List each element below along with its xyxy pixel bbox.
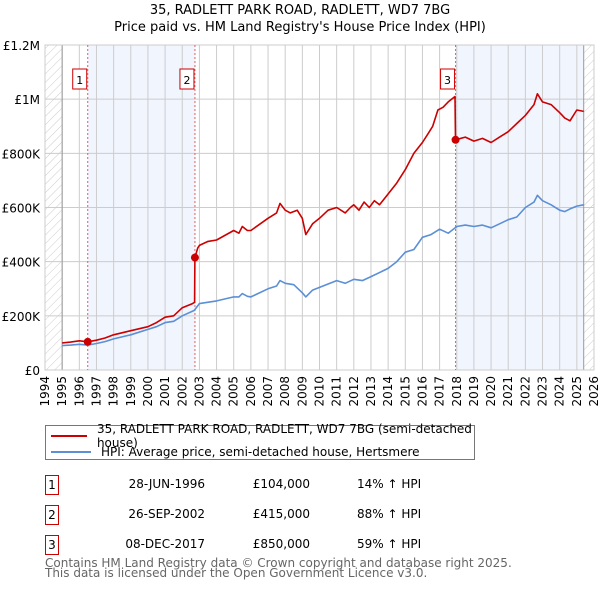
transaction-row: 3 08-DEC-2017 £850,000 59% ↑ HPI bbox=[45, 535, 465, 555]
x-tick-label: 2018 bbox=[450, 376, 464, 407]
transaction-price: £415,000 bbox=[252, 507, 310, 521]
transaction-number: 2 bbox=[45, 505, 59, 525]
x-tick-label: 2002 bbox=[175, 376, 189, 407]
x-tick-label: 2009 bbox=[295, 376, 309, 407]
transaction-row: 2 26-SEP-2002 £415,000 88% ↑ HPI bbox=[45, 505, 465, 525]
transaction-date: 26-SEP-2002 bbox=[128, 507, 205, 521]
x-tick-label: 2004 bbox=[210, 376, 224, 407]
transaction-hpi: 14% ↑ HPI bbox=[357, 477, 422, 491]
x-tick-label: 2005 bbox=[227, 376, 241, 407]
sale-number-label: 1 bbox=[76, 74, 83, 87]
footer-licence: This data is licensed under the Open Gov… bbox=[45, 566, 428, 580]
transaction-hpi: 88% ↑ HPI bbox=[357, 507, 422, 521]
x-tick-label: 1994 bbox=[38, 376, 52, 407]
hpi-series-line bbox=[62, 194, 584, 347]
x-tick-label: 2008 bbox=[278, 376, 292, 407]
sale-number-label: 3 bbox=[444, 74, 451, 87]
y-tick-label: £600K bbox=[2, 202, 42, 216]
x-tick-label: 2014 bbox=[381, 376, 395, 407]
footer: Contains HM Land Registry data © Crown c… bbox=[45, 556, 512, 580]
sale-number-label: 2 bbox=[183, 74, 190, 87]
x-tick-label: 2012 bbox=[347, 376, 361, 407]
x-tick-label: 2013 bbox=[364, 376, 378, 407]
x-tick-label: 1995 bbox=[55, 376, 69, 407]
x-tick-label: 2017 bbox=[433, 376, 447, 407]
legend-label-property: 35, RADLETT PARK ROAD, RADLETT, WD7 7BG … bbox=[96, 422, 472, 450]
legend-swatch-property bbox=[51, 435, 87, 437]
legend: 35, RADLETT PARK ROAD, RADLETT, WD7 7BG … bbox=[45, 422, 475, 460]
transaction-number: 3 bbox=[45, 535, 59, 555]
y-tick-label: £1.2M bbox=[3, 39, 40, 53]
sale-number-box bbox=[179, 68, 195, 90]
x-tick-label: 2001 bbox=[158, 376, 172, 407]
x-tick-label: 2022 bbox=[518, 376, 532, 407]
x-tick-label: 2010 bbox=[313, 376, 327, 407]
legend-item-property: 35, RADLETT PARK ROAD, RADLETT, WD7 7BG … bbox=[51, 422, 474, 450]
x-tick-label: 2021 bbox=[501, 376, 515, 407]
y-tick-label: £200K bbox=[2, 310, 42, 324]
legend-item-hpi: HPI: Average price, semi-detached house,… bbox=[51, 444, 420, 460]
x-tick-label: 1997 bbox=[89, 376, 103, 407]
transaction-date: 08-DEC-2017 bbox=[125, 537, 205, 551]
y-tick-label: £800K bbox=[2, 147, 42, 161]
x-tick-label: 2026 bbox=[587, 376, 600, 407]
x-tick-label: 1999 bbox=[124, 376, 138, 407]
x-tick-label: 2025 bbox=[570, 376, 584, 407]
y-tick-label: £0 bbox=[25, 364, 40, 378]
transaction-date: 28-JUN-1996 bbox=[128, 477, 205, 491]
x-tick-label: 2023 bbox=[536, 376, 550, 407]
x-tick-label: 2016 bbox=[415, 376, 429, 407]
x-tick-label: 2003 bbox=[192, 376, 206, 407]
sale-number-box bbox=[440, 68, 456, 90]
price-chart: 35, RADLETT PARK ROAD, RADLETT, WD7 7BG … bbox=[2, 3, 600, 407]
footer-copyright: Contains HM Land Registry data © Crown c… bbox=[45, 556, 512, 570]
x-tick-label: 2011 bbox=[330, 376, 344, 407]
x-tick-label: 2000 bbox=[141, 376, 155, 407]
x-tick-label: 2007 bbox=[261, 376, 275, 407]
transaction-price: £104,000 bbox=[252, 477, 310, 491]
x-tick-label: 2019 bbox=[467, 376, 481, 407]
transaction-number: 1 bbox=[45, 475, 59, 495]
x-tick-label: 1998 bbox=[107, 376, 121, 407]
transaction-hpi: 59% ↑ HPI bbox=[357, 537, 422, 551]
chart-title: 35, RADLETT PARK ROAD, RADLETT, WD7 7BG bbox=[150, 3, 450, 18]
chart-subtitle: Price paid vs. HM Land Registry's House … bbox=[114, 20, 486, 35]
sale-number-box bbox=[72, 68, 88, 90]
legend-swatch-hpi bbox=[51, 451, 91, 453]
y-tick-label: £400K bbox=[2, 256, 42, 270]
x-tick-label: 2015 bbox=[398, 376, 412, 407]
sale-point bbox=[190, 253, 199, 262]
x-tick-label: 1996 bbox=[72, 376, 86, 407]
sale-point bbox=[83, 337, 92, 346]
transaction-row: 1 28-JUN-1996 £104,000 14% ↑ HPI bbox=[45, 475, 465, 495]
transaction-price: £850,000 bbox=[252, 537, 310, 551]
plot-frame bbox=[44, 44, 595, 371]
x-tick-label: 2006 bbox=[244, 376, 258, 407]
sale-point bbox=[451, 135, 460, 144]
property-series-line bbox=[62, 93, 584, 344]
x-tick-label: 2020 bbox=[484, 376, 498, 407]
x-tick-label: 2024 bbox=[553, 376, 567, 407]
y-tick-label: £1M bbox=[14, 93, 40, 107]
legend-label-hpi: HPI: Average price, semi-detached house,… bbox=[101, 445, 420, 459]
